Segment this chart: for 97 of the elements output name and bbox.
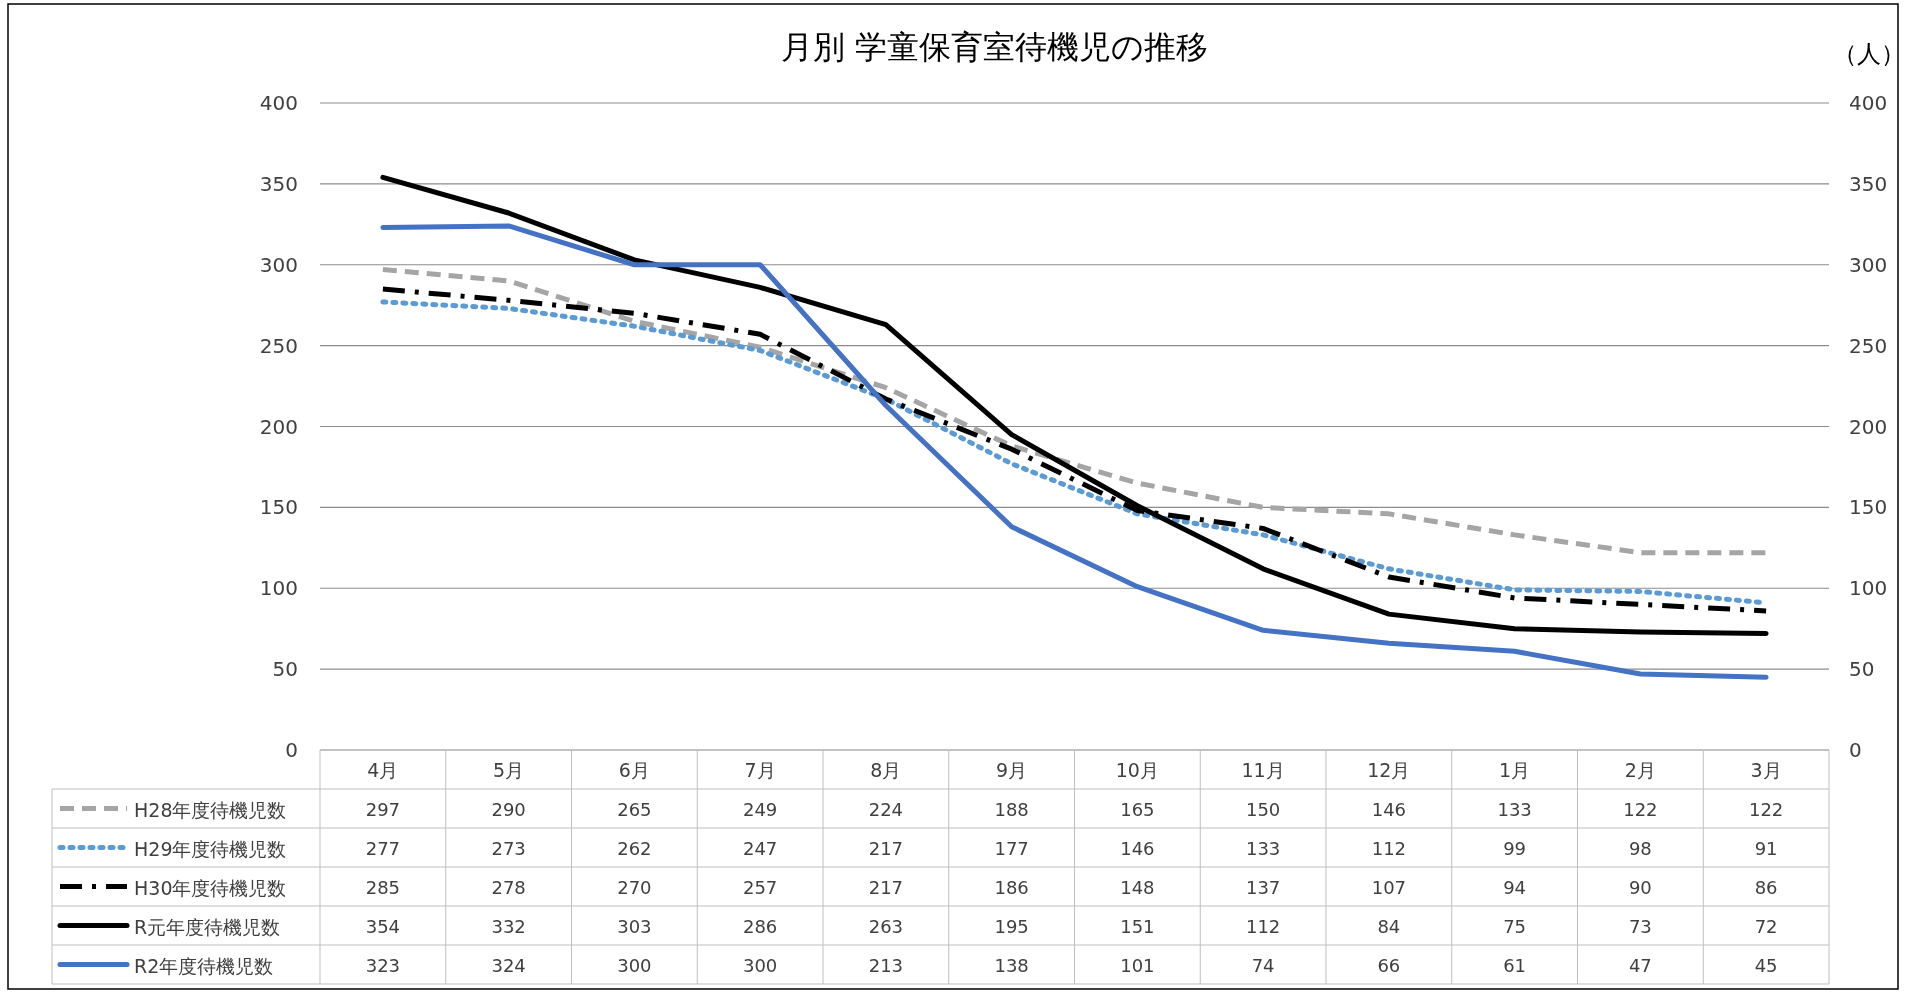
data-label: 91 (1754, 837, 1778, 859)
x-tick-label: 5月 (493, 758, 525, 781)
data-label: 61 (1503, 954, 1527, 976)
x-tick-label: 1月 (1499, 758, 1531, 781)
y2-tick-label: 200 (1849, 414, 1888, 439)
data-label: 277 (365, 837, 401, 859)
data-label: 297 (365, 798, 401, 820)
data-label: 300 (617, 954, 652, 976)
data-label: 217 (868, 837, 904, 859)
data-label: 290 (491, 798, 526, 820)
data-label: 186 (994, 876, 1029, 898)
data-label: 74 (1251, 954, 1275, 976)
data-label: 324 (491, 954, 526, 976)
data-label: 66 (1377, 954, 1401, 976)
x-tick-label: 3月 (1750, 758, 1782, 781)
y2-tick-label: 300 (1849, 252, 1888, 277)
data-label: 138 (994, 954, 1029, 976)
x-tick-label: 12月 (1367, 758, 1411, 781)
legend-label: R元年度待機児数 (134, 915, 281, 938)
data-label: 265 (617, 798, 652, 820)
data-label: 47 (1628, 954, 1652, 976)
y-tick-label: 0 (285, 738, 298, 762)
y-tick-label: 250 (259, 333, 298, 358)
data-label: 213 (868, 954, 904, 976)
x-tick-label: 2月 (1624, 758, 1656, 781)
data-label: 75 (1503, 915, 1527, 937)
data-label: 257 (742, 876, 778, 898)
data-label: 107 (1371, 876, 1407, 898)
data-label: 45 (1754, 954, 1778, 976)
data-label: 90 (1628, 876, 1652, 898)
data-label: 86 (1754, 876, 1778, 898)
data-label: 84 (1377, 915, 1401, 937)
data-label: 249 (742, 798, 778, 820)
y2-tick-label: 0 (1849, 738, 1862, 762)
data-label: 285 (365, 876, 401, 898)
y2-tick-label: 400 (1849, 91, 1888, 115)
data-label: 146 (1371, 798, 1407, 820)
data-label: 133 (1245, 837, 1281, 859)
x-tick-label: 10月 (1115, 758, 1159, 781)
x-tick-label: 11月 (1241, 758, 1285, 781)
y2-tick-label: 250 (1849, 333, 1888, 358)
data-label: 101 (1120, 954, 1155, 976)
y2-tick-label: 100 (1849, 576, 1888, 601)
data-label: 137 (1245, 876, 1281, 898)
data-label: 303 (617, 915, 652, 937)
data-label: 263 (868, 915, 904, 937)
y-tick-label: 200 (259, 414, 298, 439)
x-tick-label: 8月 (870, 758, 902, 781)
data-label: 270 (617, 876, 652, 898)
data-label: 94 (1503, 876, 1527, 898)
data-label: 98 (1628, 837, 1652, 859)
y-tick-label: 400 (259, 91, 298, 115)
data-label: 224 (868, 798, 904, 820)
data-label: 332 (491, 915, 526, 937)
data-label: 122 (1748, 798, 1784, 820)
data-label: 151 (1120, 915, 1155, 937)
y-tick-label: 150 (259, 495, 298, 520)
data-label: 148 (1120, 876, 1155, 898)
data-label: 262 (617, 837, 652, 859)
data-label: 133 (1497, 798, 1532, 820)
x-tick-label: 6月 (618, 758, 650, 781)
data-label: 150 (1245, 798, 1281, 820)
legend-label: R2年度待機児数 (134, 954, 274, 977)
y2-tick-label: 150 (1849, 495, 1888, 520)
y2-axis-title: （人） (1833, 40, 1905, 68)
x-tick-label: 7月 (744, 758, 776, 781)
y-tick-label: 300 (259, 252, 298, 277)
data-label: 177 (994, 837, 1029, 859)
legend-label: H29年度待機児数 (134, 837, 287, 860)
data-label: 278 (491, 876, 526, 898)
data-label: 273 (491, 837, 526, 859)
legend-label: H28年度待機児数 (134, 798, 287, 821)
data-label: 73 (1628, 915, 1652, 937)
data-label: 99 (1503, 837, 1527, 859)
y2-tick-label: 50 (1849, 657, 1875, 682)
chart-title: 月別 学童保育室待機児の推移 (780, 28, 1209, 66)
data-label: 72 (1754, 915, 1778, 937)
y-tick-label: 350 (259, 171, 298, 196)
data-label: 286 (742, 915, 778, 937)
data-label: 354 (365, 915, 401, 937)
x-tick-label: 9月 (996, 758, 1028, 781)
data-label: 300 (742, 954, 778, 976)
legend-label: H30年度待機児数 (134, 876, 287, 899)
x-tick-label: 4月 (367, 758, 399, 781)
data-label: 195 (994, 915, 1029, 937)
y2-tick-label: 350 (1849, 171, 1888, 196)
data-label: 217 (868, 876, 904, 898)
data-label: 122 (1623, 798, 1658, 820)
data-label: 146 (1120, 837, 1155, 859)
data-label: 323 (365, 954, 401, 976)
data-label: 188 (994, 798, 1029, 820)
data-label: 112 (1245, 915, 1281, 937)
y-tick-label: 100 (259, 576, 298, 601)
data-label: 165 (1120, 798, 1155, 820)
data-label: 112 (1371, 837, 1407, 859)
y-tick-label: 50 (272, 657, 298, 682)
data-label: 247 (742, 837, 778, 859)
